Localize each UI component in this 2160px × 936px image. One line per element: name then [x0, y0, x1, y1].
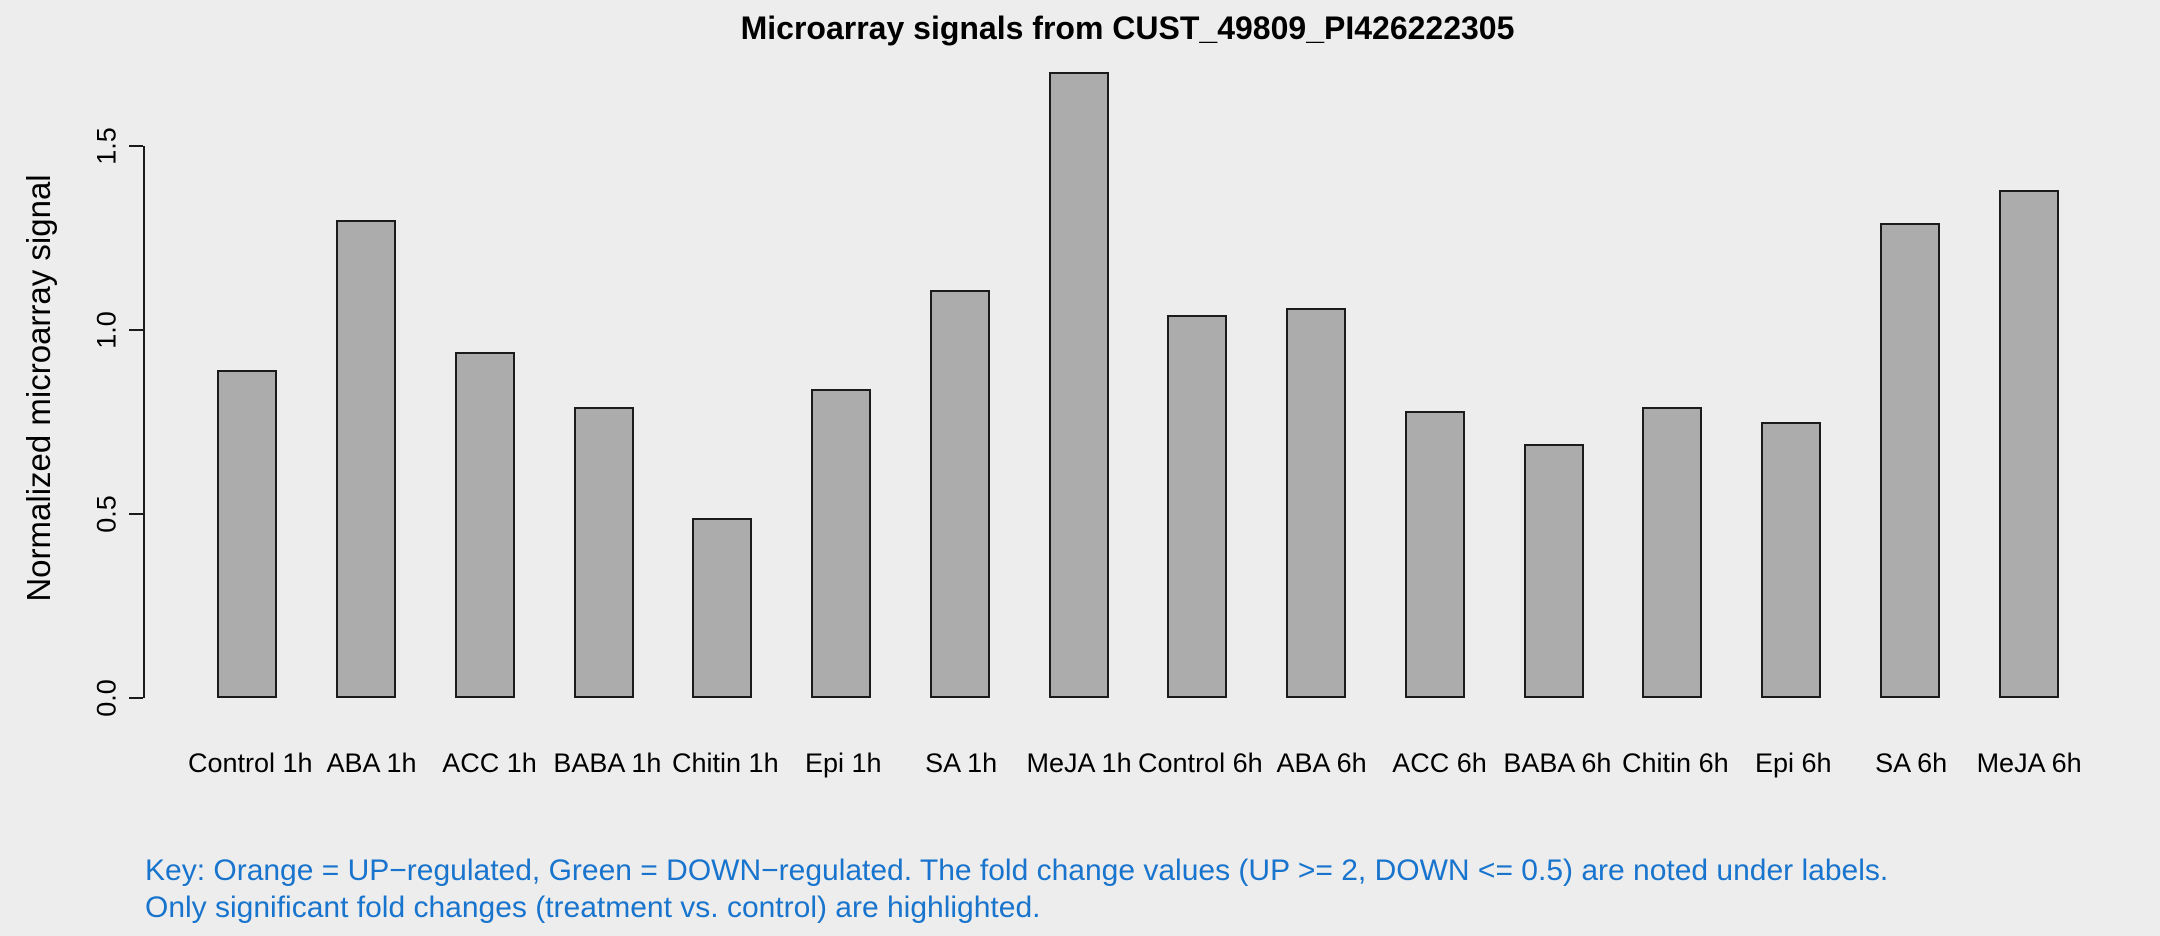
x-label-aba-1h: ABA 1h: [326, 748, 417, 778]
y-tick-label-1.5: 1.5: [91, 127, 122, 165]
x-label-epi-1h: Epi 1h: [804, 748, 882, 778]
bar-epi-6h: [1761, 422, 1822, 698]
bar-slot-sa-1h: [901, 0, 1020, 698]
x-label-control-1h: Control 1h: [188, 748, 313, 778]
bar-slot-chitin-1h: [663, 0, 782, 698]
x-label-meja-6h: MeJA 6h: [1976, 748, 2082, 778]
key-note-line1: Key: Orange = UP−regulated, Green = DOWN…: [145, 854, 1889, 887]
bar-slot-baba-6h: [1494, 0, 1613, 698]
y-tick-label-0.5: 0.5: [91, 495, 122, 533]
bar-control-1h: [217, 370, 278, 698]
x-label-chitin-6h: Chitin 6h: [1622, 748, 1729, 778]
x-label-sa-1h: SA 1h: [925, 748, 998, 778]
bar-slot-chitin-6h: [1613, 0, 1732, 698]
bar-acc-6h: [1404, 410, 1465, 698]
x-label-baba-1h: BABA 1h: [553, 748, 662, 778]
bar-slot-acc-6h: [1376, 0, 1495, 698]
x-label-acc-1h: ACC 1h: [442, 748, 537, 778]
y-axis-line: [143, 146, 145, 698]
x-label-acc-6h: ACC 6h: [1392, 748, 1487, 778]
x-label-sa-6h: SA 6h: [1875, 748, 1948, 778]
bar-chitin-6h: [1642, 407, 1703, 698]
bar-slot-control-6h: [1138, 0, 1257, 698]
bar-acc-1h: [454, 352, 515, 698]
bar-slot-control-1h: [188, 0, 307, 698]
bar-slot-sa-6h: [1851, 0, 1970, 698]
x-label-meja-1h: MeJA 1h: [1026, 748, 1132, 778]
bar-aba-6h: [1286, 307, 1347, 698]
bar-meja-6h: [1998, 190, 2059, 698]
bar-chitin-1h: [692, 517, 753, 698]
x-label-control-6h: Control 6h: [1138, 748, 1263, 778]
bar-sa-6h: [1879, 223, 1940, 698]
bar-baba-1h: [573, 407, 634, 698]
x-labels-row: Control 1h ABA 1h ACC 1h BABA 1h Chitin 1h Ep…: [188, 748, 2088, 779]
bar-slot-meja-1h: [1019, 0, 1138, 698]
bar-slot-meja-6h: [1969, 0, 2088, 698]
x-label-epi-6h: Epi 6h: [1754, 748, 1832, 778]
y-tick-0.0: [129, 697, 143, 699]
x-label-chitin-1h: Chitin 1h: [672, 748, 779, 778]
bar-slot-aba-6h: [1257, 0, 1376, 698]
bar-slot-epi-6h: [1732, 0, 1851, 698]
key-note-line2: Only significant fold changes (treatment…: [145, 891, 1041, 924]
y-tick-1.0: [129, 329, 143, 331]
bar-aba-1h: [336, 219, 397, 698]
bar-meja-1h: [1048, 72, 1109, 698]
bar-slot-aba-1h: [307, 0, 426, 698]
y-tick-0.5: [129, 513, 143, 515]
bar-baba-6h: [1523, 444, 1584, 698]
bars-row: [188, 0, 2088, 698]
bar-slot-acc-1h: [426, 0, 545, 698]
bar-control-6h: [1167, 315, 1228, 698]
y-tick-label-1.0: 1.0: [91, 311, 122, 349]
x-label-baba-6h: BABA 6h: [1503, 748, 1612, 778]
key-note: Key: Orange = UP−regulated, Green = DOWN…: [145, 852, 1888, 926]
x-label-aba-6h: ABA 6h: [1276, 748, 1367, 778]
y-tick-1.5: [129, 145, 143, 147]
bar-slot-baba-1h: [544, 0, 663, 698]
chart-title: Microarray signals from CUST_49809_PI426…: [740, 10, 1515, 46]
y-axis-label: Normalized microarray signal: [20, 174, 57, 602]
bar-slot-epi-1h: [782, 0, 901, 698]
bar-epi-1h: [811, 388, 872, 698]
bar-sa-1h: [929, 289, 990, 698]
y-tick-label-0.0: 0.0: [91, 679, 122, 717]
